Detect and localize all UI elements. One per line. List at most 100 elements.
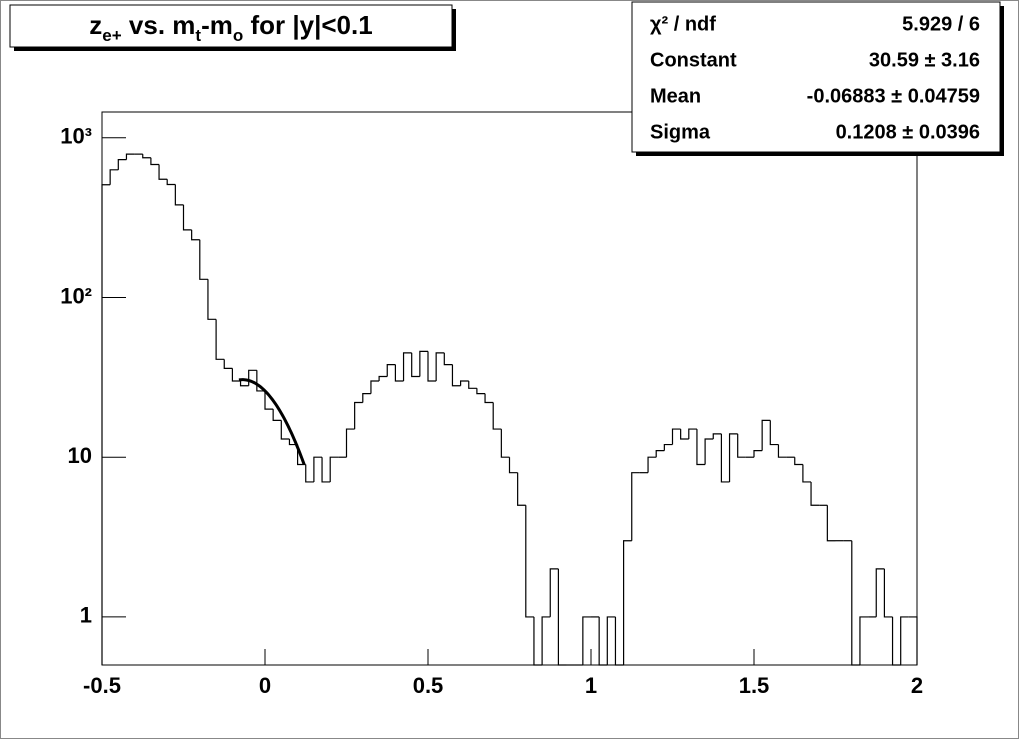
- histogram-bin: [525, 505, 534, 618]
- stats-box: [631, 1, 1001, 153]
- fit-curve: [238, 378, 306, 465]
- histogram-bin: [427, 351, 437, 382]
- histogram-bin: [451, 364, 461, 387]
- title-subscript: o: [233, 26, 243, 45]
- y-tick-label: 10: [68, 443, 92, 468]
- x-tick-label: 0: [259, 673, 271, 698]
- histogram-bin: [753, 449, 763, 458]
- histogram-bin: [517, 472, 526, 506]
- title-text: z: [89, 10, 102, 40]
- histogram-bin: [851, 540, 860, 666]
- histogram-bin: [207, 279, 217, 320]
- histogram-bin: [908, 616, 918, 665]
- histogram-bin: [508, 457, 518, 474]
- histogram-bin: [199, 239, 208, 280]
- histogram-bin: [631, 472, 640, 541]
- histogram-bin: [598, 616, 608, 666]
- histogram-bin: [182, 204, 192, 231]
- histogram-bin: [150, 157, 160, 166]
- histogram-bin: [614, 616, 624, 666]
- histogram-bin: [460, 380, 469, 386]
- x-tick-label: 2: [911, 673, 923, 698]
- histogram-bin: [313, 456, 323, 482]
- histogram-bin: [101, 184, 111, 665]
- histogram-bin: [411, 352, 420, 378]
- histogram-bin: [305, 464, 314, 483]
- y-tick-label: 1: [80, 603, 92, 628]
- histogram-bin: [174, 184, 184, 206]
- histogram-bin: [541, 616, 551, 665]
- stats-label: Sigma: [650, 121, 711, 143]
- histogram-bin: [142, 154, 151, 159]
- title-subscript: t: [195, 26, 201, 45]
- histogram-bin: [354, 401, 363, 430]
- histogram-bin: [329, 456, 339, 482]
- histogram-bin: [810, 481, 820, 506]
- histogram-bin: [419, 350, 428, 377]
- histogram-bin: [582, 616, 591, 665]
- histogram-bin: [166, 179, 176, 186]
- histogram-bin: [688, 428, 697, 440]
- stats-label: χ² / ndf: [650, 13, 716, 35]
- histogram-bin: [663, 443, 673, 451]
- histogram-bin: [468, 381, 477, 389]
- histogram-bin: [671, 428, 681, 445]
- histogram-bin: [476, 388, 486, 395]
- histogram-bin: [402, 352, 412, 382]
- histogram-bin: [117, 159, 127, 170]
- histogram-bin: [891, 616, 901, 666]
- histogram-bin: [321, 457, 331, 483]
- histogram-bin: [256, 370, 265, 392]
- x-tick-label: 1: [585, 673, 597, 698]
- title-text: -m: [201, 10, 233, 40]
- histogram-bin: [370, 380, 380, 394]
- histogram-bin: [859, 616, 869, 665]
- title-text: vs. m: [122, 10, 196, 40]
- stats-value: 30.59 ± 3.16: [869, 49, 980, 71]
- histogram-bin: [761, 419, 771, 451]
- histogram-bin: [500, 429, 510, 458]
- histogram-bin: [606, 616, 616, 665]
- stats-value: 0.1208 ± 0.0396: [836, 121, 980, 143]
- y-tick-label: 10²: [60, 283, 92, 308]
- histogram-bin: [728, 433, 738, 482]
- histogram-bin: [394, 364, 404, 382]
- histogram-bin: [272, 409, 282, 421]
- histogram-bin: [557, 568, 567, 666]
- stats-label: Constant: [650, 49, 737, 71]
- histogram-bin: [900, 616, 909, 665]
- histogram-bin: [158, 164, 168, 180]
- histogram-bin: [647, 456, 657, 473]
- stats-value: 5.929 / 6: [902, 13, 980, 35]
- histogram-bin: [680, 429, 689, 440]
- histogram-bin: [802, 464, 812, 483]
- histogram-bin: [443, 352, 453, 366]
- histogram-bin: [386, 364, 396, 377]
- histogram-bin: [777, 444, 787, 458]
- histogram-bin: [215, 319, 225, 360]
- plot-frame: [101, 111, 918, 666]
- chart-title: ze+ vs. mt-mo for |y|<0.1: [89, 10, 372, 45]
- histogram-bin: [883, 568, 893, 618]
- histogram-bin: [875, 568, 885, 617]
- histogram-bin: [769, 420, 779, 446]
- histogram-bin: [264, 390, 274, 410]
- histogram-bin: [280, 420, 290, 440]
- histogram-bin: [345, 428, 355, 458]
- histogram-bin: [712, 433, 722, 440]
- histogram-bin: [223, 359, 233, 369]
- histogram-bin: [378, 375, 388, 382]
- histogram-bin: [109, 169, 119, 185]
- title-text: for |y|<0.1: [243, 10, 372, 40]
- x-tick-label: -0.5: [83, 673, 121, 698]
- histogram-bin: [549, 568, 559, 617]
- histogram-bin: [362, 393, 371, 403]
- y-tick-label: 10³: [60, 124, 92, 149]
- x-tick-label: 0.5: [413, 673, 444, 698]
- histogram-bin: [125, 153, 135, 160]
- stats-value: -0.06883 ± 0.04759: [807, 85, 980, 107]
- histogram-bin: [492, 402, 502, 430]
- histogram-bin: [533, 616, 543, 666]
- histogram-bin: [826, 505, 836, 542]
